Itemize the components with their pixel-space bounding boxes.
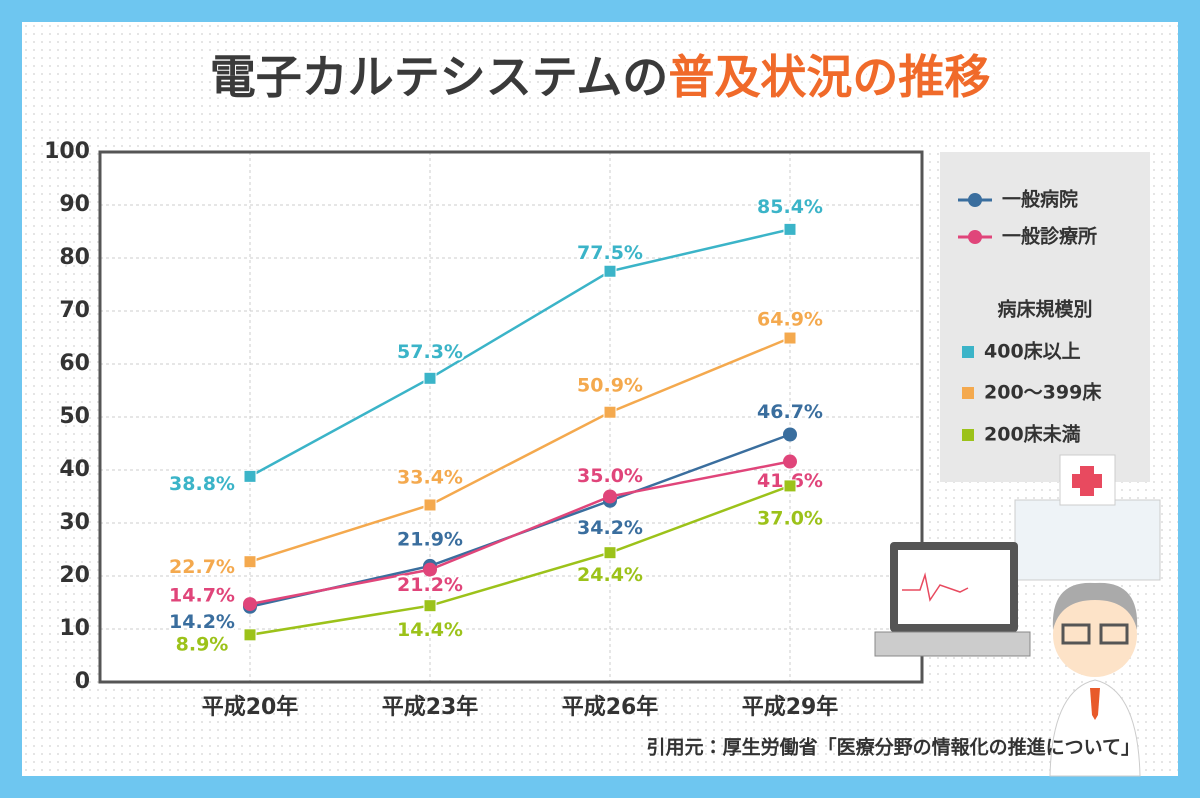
- marker: [423, 371, 437, 385]
- chart-title: 電子カルテシステムの普及状況の推移: [210, 50, 991, 104]
- value-label: 14.4%: [397, 619, 463, 641]
- y-tick-label: 70: [59, 298, 90, 323]
- y-tick-label: 60: [59, 351, 90, 376]
- glasses: [1099, 623, 1129, 645]
- y-tick-label: 20: [59, 563, 90, 588]
- y-tick-label: 40: [59, 457, 90, 482]
- x-tick-label: 平成29年: [742, 694, 839, 720]
- value-label: 38.8%: [169, 473, 235, 495]
- marker: [783, 427, 797, 442]
- legend-marker: [962, 429, 974, 441]
- marker: [603, 405, 617, 419]
- legend-label: 一般診療所: [1002, 225, 1097, 248]
- x-tick-label: 平成20年: [202, 694, 299, 720]
- doctor-face: [1053, 593, 1137, 677]
- cross: [1072, 474, 1102, 488]
- building: [1014, 499, 1161, 581]
- value-label: 64.9%: [757, 309, 823, 331]
- marker: [423, 599, 437, 613]
- keyboard: [874, 631, 1031, 657]
- x-tick-label: 平成23年: [382, 694, 479, 720]
- value-label: 33.4%: [397, 466, 463, 488]
- value-label: 21.2%: [397, 574, 463, 596]
- legend-marker: [968, 193, 982, 207]
- value-label: 22.7%: [169, 556, 235, 578]
- marker: [243, 628, 257, 642]
- tie: [1090, 688, 1100, 720]
- y-tick-label: 30: [59, 510, 90, 535]
- marker: [243, 597, 257, 612]
- marker: [603, 489, 617, 504]
- marker: [243, 469, 257, 483]
- legend-label: 400床以上: [984, 340, 1081, 363]
- marker: [603, 264, 617, 278]
- marker: [783, 222, 797, 236]
- title-highlight: 普及状況の推移: [668, 50, 990, 104]
- series-line: [249, 460, 791, 606]
- plot-border: [98, 150, 924, 684]
- value-label: 37.0%: [757, 507, 823, 529]
- marker: [423, 498, 437, 512]
- legend-label: 200～399床: [984, 381, 1102, 404]
- marker: [783, 454, 797, 469]
- value-label: 46.7%: [757, 401, 823, 423]
- y-tick-label: 100: [44, 139, 90, 164]
- value-label: 57.3%: [397, 341, 463, 363]
- marker: [243, 555, 257, 569]
- value-label: 35.0%: [577, 465, 643, 487]
- value-label: 14.2%: [169, 611, 235, 633]
- y-tick-label: 0: [75, 669, 90, 694]
- value-label: 50.9%: [577, 375, 643, 397]
- illustration: [874, 454, 1161, 777]
- title-part: 電子カルテシステムの: [210, 50, 669, 104]
- value-label: 24.4%: [577, 564, 643, 586]
- series-line: [249, 228, 791, 478]
- value-label: 85.4%: [757, 196, 823, 218]
- doctor-hair: [1052, 582, 1138, 630]
- x-tick-label: 平成26年: [562, 694, 659, 720]
- marker: [603, 546, 617, 560]
- legend-marker: [962, 387, 974, 399]
- y-tick-label: 50: [59, 404, 90, 429]
- screen: [898, 550, 1010, 624]
- legend-group-title: 病床規模別: [997, 298, 1092, 321]
- y-tick-label: 80: [59, 245, 90, 270]
- source: 引用元：厚生労働省「医療分野の情報化の推進について」: [647, 736, 1140, 759]
- screen-graph: [902, 572, 969, 602]
- value-label: 21.9%: [397, 528, 463, 550]
- legend-label: 200床未満: [984, 423, 1081, 446]
- value-label: 8.9%: [176, 633, 229, 655]
- series-line: [249, 484, 791, 637]
- marker: [423, 562, 437, 577]
- glasses: [1061, 623, 1091, 645]
- value-label: 14.7%: [169, 585, 235, 607]
- marker: [783, 331, 797, 345]
- legend-marker: [968, 230, 982, 244]
- y-tick-label: 10: [59, 616, 90, 641]
- y-tick-label: 90: [59, 192, 90, 217]
- legend-label: 一般病院: [1002, 188, 1078, 211]
- legend-marker: [962, 346, 974, 358]
- series-line: [249, 336, 791, 563]
- value-label: 34.2%: [577, 517, 643, 539]
- value-label: 77.5%: [577, 242, 643, 264]
- coat: [1049, 679, 1141, 777]
- marker: [783, 479, 797, 493]
